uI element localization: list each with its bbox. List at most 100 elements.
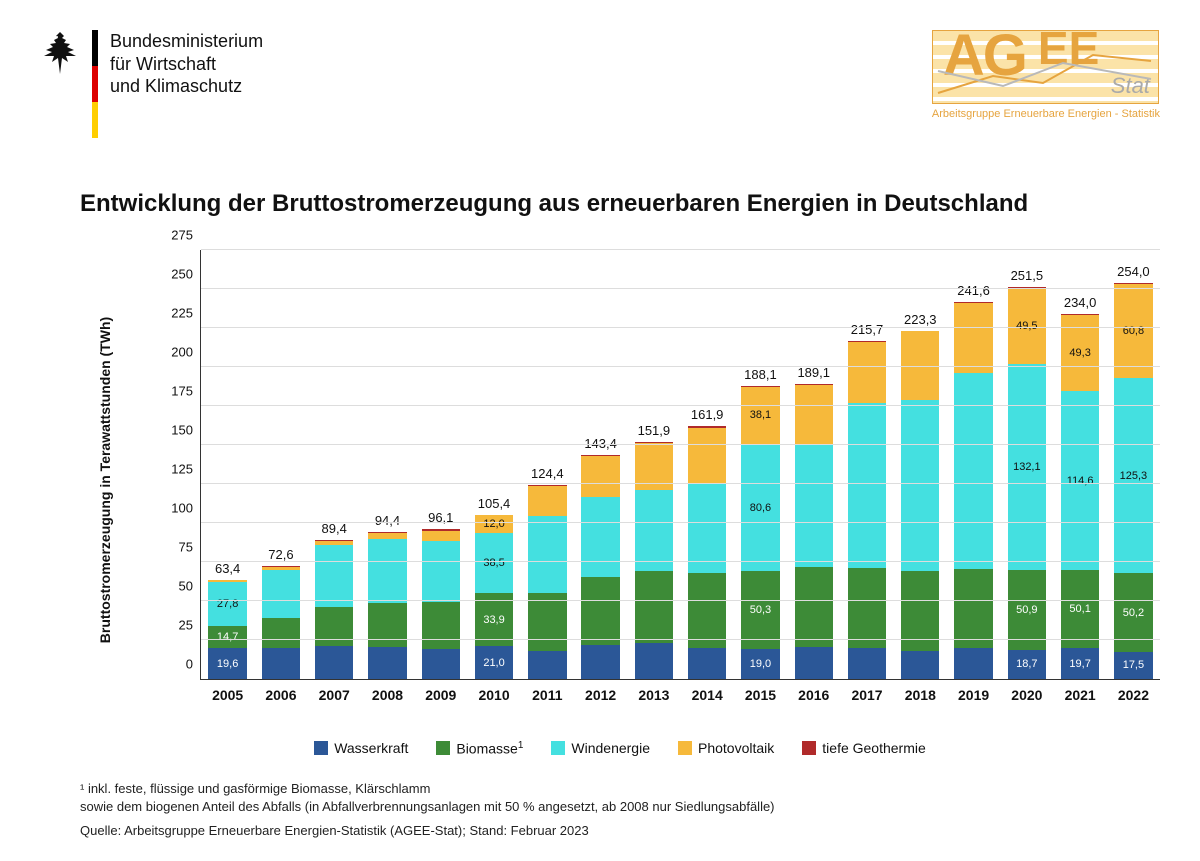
bar-stack: 161,9: [688, 426, 726, 679]
legend-label: Wasserkraft: [334, 740, 408, 756]
bar-total-label: 63,4: [215, 561, 240, 576]
bar-segment-geothermie: [795, 384, 833, 385]
bars-container: 19,614,727,863,4200572,6200689,4200794,4…: [201, 250, 1160, 679]
gridline: [201, 405, 1160, 406]
bar-segment-wind: [262, 570, 300, 618]
bar-segment-pv: [422, 531, 460, 541]
segment-value-label: 49,5: [1016, 320, 1037, 332]
bar-column: 19,614,727,863,42005: [201, 250, 254, 679]
x-tick-label: 2017: [851, 687, 882, 703]
y-tick-label: 50: [153, 579, 201, 594]
y-tick-label: 75: [153, 540, 201, 555]
segment-value-label: 38,1: [750, 409, 771, 421]
legend-item-biomasse: Biomasse1: [436, 740, 523, 757]
bar-column: 143,42012: [574, 250, 627, 679]
bar-total-label: 215,7: [851, 322, 884, 337]
bar-segment-wasserkraft: 19,7: [1061, 648, 1099, 679]
segment-value-label: 80,6: [750, 502, 771, 514]
y-tick-label: 150: [153, 423, 201, 438]
agee-logo-lines: [933, 31, 1158, 103]
legend-swatch: [802, 741, 816, 755]
gridline: [201, 327, 1160, 328]
footnote-2: sowie dem biogenen Anteil des Abfalls (i…: [80, 798, 775, 816]
legend-swatch: [551, 741, 565, 755]
bar-segment-pv: 60,8: [1114, 283, 1152, 378]
bar-stack: 19,050,380,638,1188,1: [741, 386, 779, 679]
bar-segment-pv: 49,5: [1008, 287, 1046, 364]
y-axis-label: Bruttostromerzeugung in Terawattstunden …: [97, 317, 113, 643]
x-tick-label: 2009: [425, 687, 456, 703]
bar-segment-pv: [315, 540, 353, 545]
bar-column: 19,750,1114,649,3234,02021: [1054, 250, 1107, 679]
bar-total-label: 94,4: [375, 513, 400, 528]
gridline: [201, 522, 1160, 523]
bar-column: 151,92013: [627, 250, 680, 679]
bar-total-label: 188,1: [744, 367, 777, 382]
bar-segment-wasserkraft: [795, 647, 833, 679]
bar-segment-wind: 114,6: [1061, 391, 1099, 570]
bar-segment-wasserkraft: 19,6: [208, 648, 246, 679]
segment-value-label: 49,3: [1069, 347, 1090, 359]
x-tick-label: 2015: [745, 687, 776, 703]
bar-column: 215,72017: [840, 250, 893, 679]
bar-segment-wind: [315, 545, 353, 607]
bar-segment-wasserkraft: [528, 651, 566, 679]
bar-segment-pv: [262, 566, 300, 569]
bar-segment-biomasse: 50,3: [741, 571, 779, 649]
segment-value-label: 21,0: [483, 657, 504, 669]
bar-segment-wasserkraft: [262, 648, 300, 679]
segment-value-label: 33,9: [483, 614, 504, 626]
x-tick-label: 2019: [958, 687, 989, 703]
agee-logo: AG EE Stat Arbeitsgruppe Erneuerbare Ene…: [932, 30, 1160, 120]
segment-value-label: 50,9: [1016, 604, 1037, 616]
gridline: [201, 288, 1160, 289]
bar-segment-wind: [688, 483, 726, 573]
x-tick-label: 2012: [585, 687, 616, 703]
segment-value-label: 18,7: [1016, 658, 1037, 670]
bar-column: 124,42011: [521, 250, 574, 679]
bar-stack: 215,7: [848, 341, 886, 679]
bar-total-label: 161,9: [691, 407, 724, 422]
x-tick-label: 2011: [532, 687, 562, 703]
x-tick-label: 2021: [1065, 687, 1096, 703]
bar-segment-geothermie: [688, 426, 726, 427]
legend-item-wasserkraft: Wasserkraft: [314, 740, 408, 757]
segment-value-label: 132,1: [1013, 461, 1041, 473]
bar-segment-wasserkraft: 17,5: [1114, 652, 1152, 679]
bar-total-label: 251,5: [1011, 268, 1044, 283]
y-tick-label: 125: [153, 462, 201, 477]
legend-label: Biomasse1: [456, 740, 523, 757]
x-tick-label: 2022: [1118, 687, 1149, 703]
bar-column: 17,550,2125,360,8254,02022: [1107, 250, 1160, 679]
y-tick-label: 225: [153, 306, 201, 321]
bar-stack: 124,4: [528, 485, 566, 679]
bar-stack: 17,550,2125,360,8254,0: [1114, 283, 1152, 679]
agee-subtitle: Arbeitsgruppe Erneuerbare Energien - Sta…: [932, 108, 1160, 120]
bar-column: 19,050,380,638,1188,12015: [734, 250, 787, 679]
segment-value-label: 19,0: [750, 658, 771, 670]
bar-segment-wind: 38,5: [475, 533, 513, 593]
bar-segment-biomasse: [315, 607, 353, 646]
chart-title: Entwicklung der Bruttostromerzeugung aus…: [80, 190, 1028, 218]
y-tick-label: 250: [153, 267, 201, 282]
segment-value-label: 17,5: [1123, 659, 1144, 671]
ministry-line: und Klimaschutz: [110, 75, 263, 98]
bar-segment-wasserkraft: [848, 648, 886, 680]
bar-column: 161,92014: [681, 250, 734, 679]
bar-stack: 223,3: [901, 331, 939, 679]
bar-segment-wind: 132,1: [1008, 364, 1046, 570]
bar-segment-pv: 38,1: [741, 386, 779, 445]
bar-column: 96,12009: [414, 250, 467, 679]
bar-segment-pv: [528, 486, 566, 517]
segment-value-label: 125,3: [1120, 470, 1148, 482]
gridline: [201, 483, 1160, 484]
bar-segment-pv: [581, 456, 619, 497]
x-tick-label: 2006: [265, 687, 296, 703]
bar-total-label: 223,3: [904, 312, 937, 327]
bar-segment-biomasse: [795, 567, 833, 647]
bar-column: 18,750,9132,149,5251,52020: [1000, 250, 1053, 679]
y-tick-label: 25: [153, 618, 201, 633]
bar-stack: 21,033,938,512,0105,4: [475, 515, 513, 679]
bar-segment-pv: 12,0: [475, 515, 513, 534]
bar-stack: 241,6: [954, 302, 992, 679]
